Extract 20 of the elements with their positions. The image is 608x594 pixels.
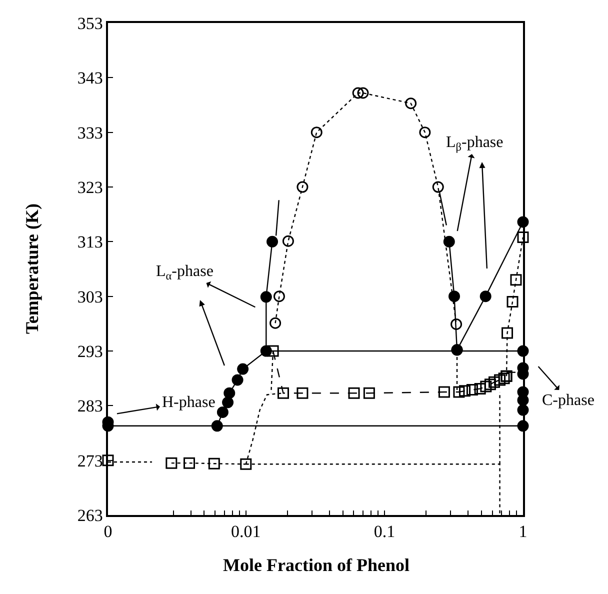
text: C-phase [542,392,594,409]
y-tick-label: 353 [77,14,103,33]
y-tick-label: 303 [77,287,103,306]
y-tick-label: 323 [77,178,103,197]
y-tick-label: 313 [77,232,103,252]
y-tick-label: 283 [77,396,103,416]
y-tick-label: 293 [77,342,103,361]
y-tick-label: 343 [77,68,103,88]
x-axis-title: Mole Fraction of Phenol [223,555,410,575]
annotation: H-phase [162,394,216,411]
x-tick-label: 1 [518,522,528,542]
annotation: L$_{β}$-phase [446,134,504,154]
y-tick-label: 333 [77,123,103,142]
x-tick-label: 0.01 [231,522,261,542]
x-tick-label: 0 [104,522,112,542]
x-tick-label: 0.1 [374,522,396,542]
y-tick-label: 273 [77,451,103,470]
y-axis-title: Temperature (K) [22,204,42,334]
y-tick-label: 263 [77,506,103,525]
annotation: L$_{α}$-phase [156,263,214,282]
